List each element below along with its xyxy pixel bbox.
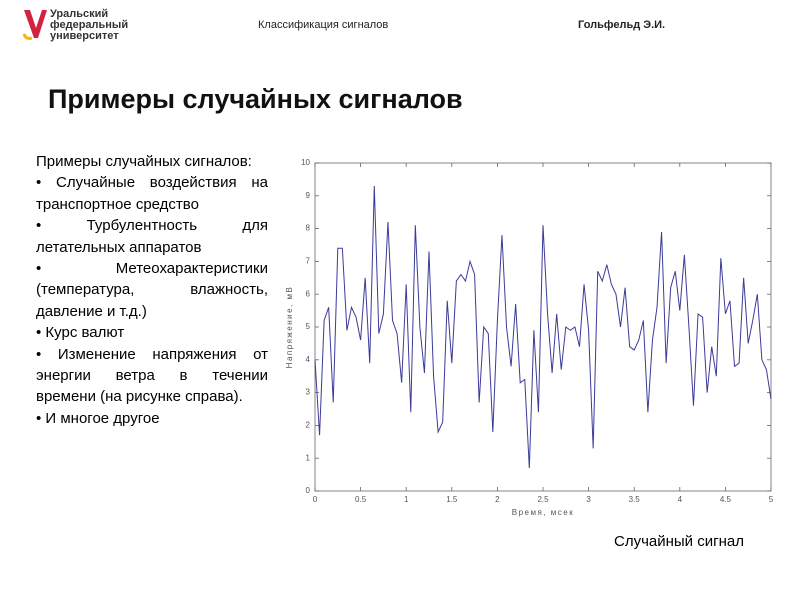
x-tick-label: 0.5 [355,495,367,504]
x-axis-label: Время, мсек [512,508,574,517]
x-tick-label: 2 [495,495,500,504]
header-author: Гольфельд Э.И. [578,19,666,31]
x-tick-label: 3.5 [629,495,641,504]
chart: 0 1 2 3 4 5 6 7 8 9 10 0 0.5 1 1.5 2 2.5 3 3.5 4 4.5 5 Время, … [285,158,774,517]
x-tick-label: 5 [769,495,774,504]
logo-line: федеральный [50,19,129,31]
x-tick-label: 4 [678,495,683,504]
y-tick-label: 0 [306,486,311,495]
logo-mark [22,10,47,40]
x-tick-label: 0 [313,495,318,504]
slide-title: Примеры случайных сигналов [48,84,463,114]
logo-text: Уральский федеральный университет [50,9,128,42]
x-tick-label: 4.5 [720,495,732,504]
x-tick-label: 1.5 [446,495,458,504]
signal-line [314,185,772,469]
y-axis-label: Напряжение, мВ [285,286,294,369]
bullet-item: Турбулентность для летательных аппаратов [36,215,268,258]
y-tick-label: 5 [306,322,311,331]
y-tick-label: 7 [306,257,311,266]
y-tick-label: 9 [306,191,311,200]
y-tick-label: 1 [306,453,311,462]
y-tick-label: 8 [306,224,311,233]
bullet-item: Случайные воздействия на транспортное ср… [36,172,268,215]
y-tick-label: 3 [306,388,311,397]
bullet-item: И многое другое [36,408,268,429]
logo-line: Уральский [50,8,109,20]
bullet-item: Метеохарактеристики (температура, влажно… [36,258,268,322]
intro: Примеры случайных сигналов: [36,153,252,170]
y-tick-label: 4 [306,355,311,364]
plot-frame [314,162,772,492]
logo-line: университет [50,30,119,42]
header-topic: Классификация сигналов [258,19,389,31]
y-tick-label: 2 [306,421,311,430]
caption: Случайный сигнал [614,533,744,550]
body-text: Примеры случайных сигналов: Случайные во… [36,151,268,429]
x-tick-label: 3 [586,495,591,504]
x-tick-label: 1 [404,495,409,504]
bullet-item: Изменение напряжения от энергии ветра в … [36,344,268,408]
y-tick-label: 10 [301,158,310,167]
bullet-item: Курс валют [36,322,268,343]
x-tick-label: 2.5 [537,495,549,504]
y-tick-label: 6 [306,289,311,298]
